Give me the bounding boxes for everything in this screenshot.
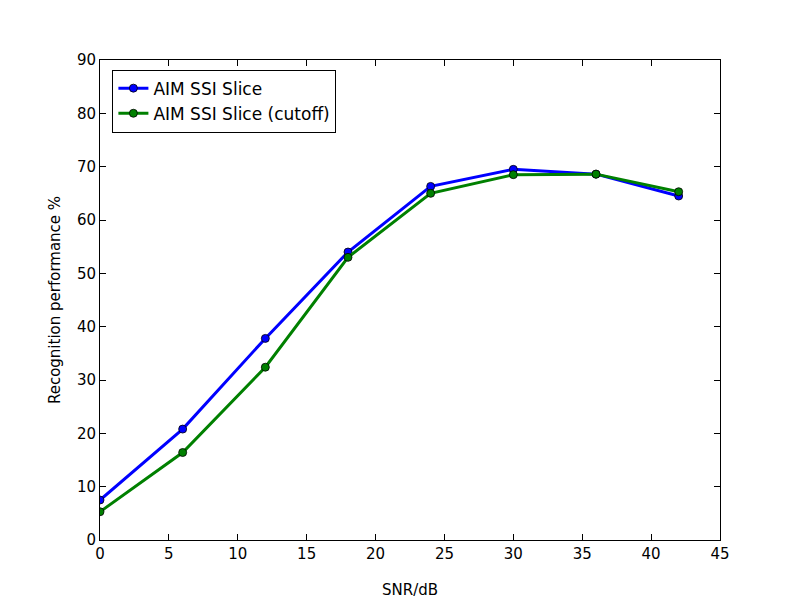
svg-text:5: 5 [164,545,174,563]
svg-text:40: 40 [642,545,661,563]
svg-text:70: 70 [77,158,96,176]
svg-text:40: 40 [77,318,96,336]
svg-text:35: 35 [573,545,592,563]
svg-text:0: 0 [86,531,96,549]
svg-text:50: 50 [77,265,96,283]
svg-text:AIM SSI Slice: AIM SSI Slice [153,79,262,99]
svg-text:10: 10 [77,478,96,496]
svg-text:20: 20 [77,425,96,443]
svg-text:0: 0 [95,545,105,563]
svg-text:20: 20 [366,545,385,563]
svg-text:15: 15 [297,545,316,563]
svg-text:AIM SSI Slice (cutoff): AIM SSI Slice (cutoff) [153,104,329,124]
svg-text:Recognition performance %: Recognition performance % [46,196,64,404]
svg-text:30: 30 [77,371,96,389]
svg-text:45: 45 [710,545,729,563]
svg-text:30: 30 [504,545,523,563]
svg-text:25: 25 [435,545,454,563]
svg-text:10: 10 [228,545,247,563]
svg-text:90: 90 [77,51,96,69]
svg-text:80: 80 [77,105,96,123]
svg-text:SNR/dB: SNR/dB [382,581,438,599]
svg-text:60: 60 [77,211,96,229]
